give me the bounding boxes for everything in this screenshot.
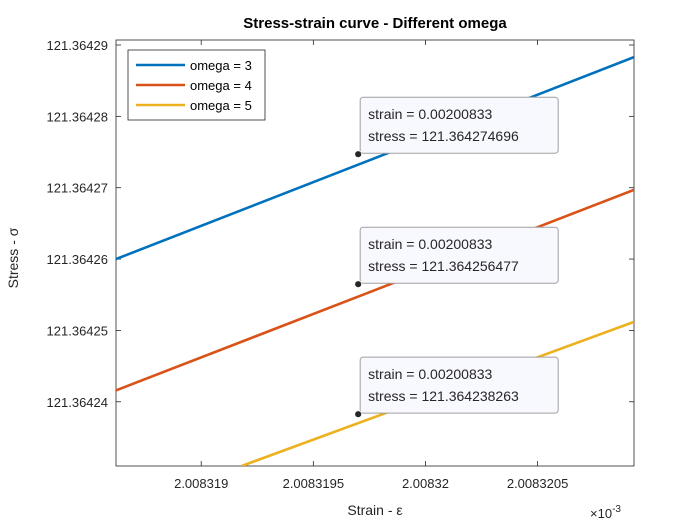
series-line-omega-4	[116, 188, 634, 392]
y-tick-label: 121.36427	[47, 181, 108, 196]
datatip-stress: stress = 121.364256477	[368, 258, 519, 274]
datatip-marker[interactable]	[354, 410, 363, 419]
x-exponent-base: ×10	[590, 506, 612, 521]
x-axis-exponent: ×10-3	[590, 504, 621, 521]
plot-area: 2.008319 2.0083195 2.00832 2.0083205 121.364…	[47, 38, 635, 491]
datatip-box	[359, 226, 559, 284]
datatip-marker[interactable]	[354, 150, 363, 159]
y-tick-label: 121.36424	[47, 395, 108, 410]
datatip-stress: stress = 121.364274696	[368, 128, 519, 144]
series-line-omega-3	[116, 55, 634, 261]
legend-label: omega = 4	[190, 78, 252, 93]
x-tick-label: 2.00832	[402, 476, 449, 491]
y-tick-label: 121.36425	[47, 323, 108, 338]
datatip-strain: strain = 0.00200833	[368, 236, 492, 252]
datatip-strain: strain = 0.00200833	[368, 366, 492, 382]
y-tick-label: 121.36428	[47, 109, 108, 124]
x-exponent-power: -3	[612, 504, 621, 515]
y-tick-label: 121.36426	[47, 252, 108, 267]
x-tick-label: 2.0083205	[507, 476, 568, 491]
datatip-box	[359, 356, 559, 414]
y-tick-label: 121.36429	[47, 38, 108, 53]
x-axis-label: Strain - ε	[347, 502, 402, 518]
chart-title: Stress-strain curve - Different omega	[243, 15, 507, 32]
datatip-marker[interactable]	[354, 280, 363, 289]
x-tick-label: 2.008319	[174, 476, 228, 491]
y-axis-label: Stress - σ	[5, 227, 21, 288]
x-tick-label: 2.0083195	[283, 476, 344, 491]
datatip-box	[359, 96, 559, 154]
legend-label: omega = 3	[190, 58, 252, 73]
datatip-strain: strain = 0.00200833	[368, 106, 492, 122]
legend-label: omega = 5	[190, 98, 252, 113]
datatip-stress: stress = 121.364238263	[368, 388, 519, 404]
